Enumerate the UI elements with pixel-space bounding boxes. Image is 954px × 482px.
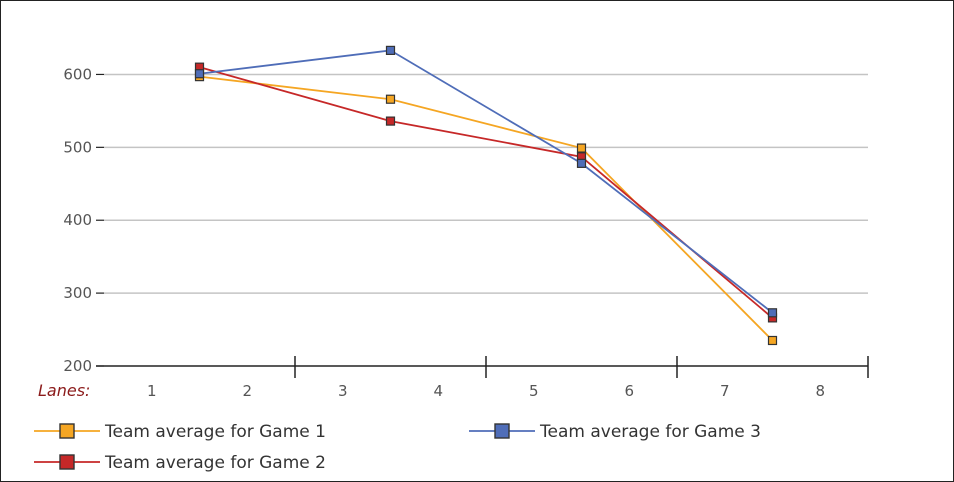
legend-item: Team average for Game 1 [34,422,326,442]
data-point [385,94,396,104]
legend-marker [494,423,510,439]
x-axis: Lanes: 1 2 3 4 5 6 7 8 [38,356,869,400]
x-tick-label: 1 [147,382,157,400]
x-tick-label: 6 [624,382,634,400]
data-point [576,143,587,153]
gridlines [104,73,868,294]
data-point [385,116,396,126]
x-tick-label: 7 [720,382,730,400]
legend-label: Team average for Game 3 [539,422,761,442]
y-axis: 200 300 400 500 600 [63,65,104,375]
x-tick-label: 4 [433,382,443,400]
x-tick-label: 3 [338,382,348,400]
y-tick-label: 600 [63,65,92,83]
data-point [576,158,587,168]
series-line [199,49,774,314]
series-1 [194,72,778,346]
legend: Team average for Game 1 Team average for … [34,422,761,473]
legend-label: Team average for Game 1 [104,422,326,442]
series-layer [194,45,778,346]
legend-item: Team average for Game 2 [34,453,326,473]
series-line [199,75,774,342]
data-point [767,308,778,318]
y-tick-label: 300 [63,284,92,302]
y-tick-label: 500 [63,138,92,156]
data-point [767,335,778,346]
data-point [194,69,205,79]
x-axis-title: Lanes: [38,381,90,400]
y-tick-label: 200 [63,357,92,375]
data-point [385,45,396,55]
series-3 [194,45,778,318]
y-tick-label: 400 [63,211,92,229]
series-2 [194,62,778,323]
x-tick-label: 2 [242,382,252,400]
legend-marker [59,454,75,470]
legend-marker [59,423,75,439]
x-tick-label: 8 [815,382,825,400]
series-line [199,66,774,319]
legend-item: Team average for Game 3 [469,422,761,442]
x-tick-label: 5 [529,382,539,400]
legend-label: Team average for Game 2 [104,453,326,473]
